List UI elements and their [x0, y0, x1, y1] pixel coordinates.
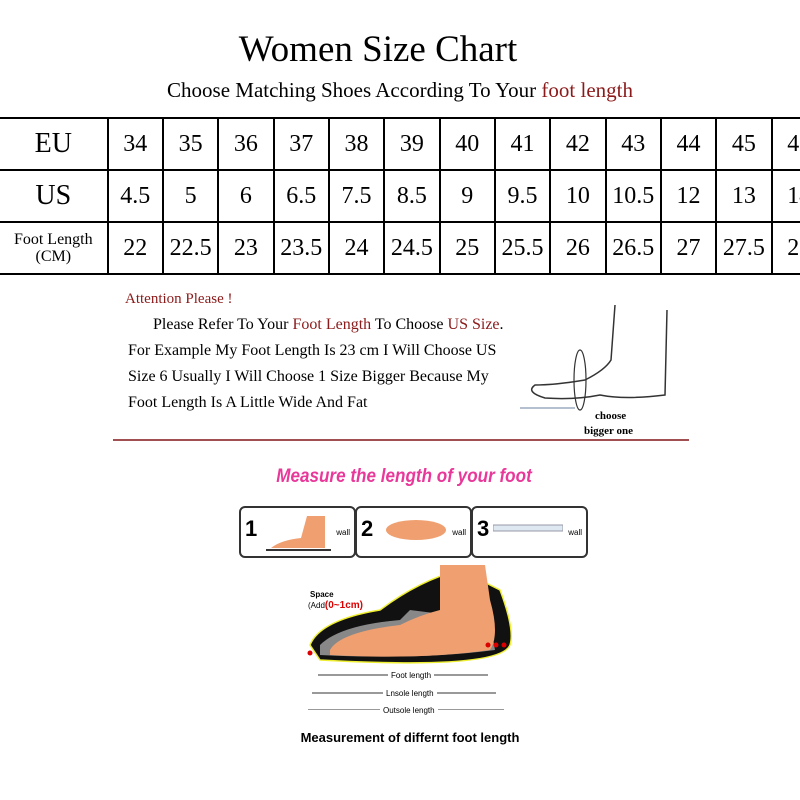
table-cell: 9.5 [493, 169, 552, 223]
table-cell: 28 [770, 221, 800, 275]
table-cell: 46 [770, 117, 800, 171]
foot-sketch-icon [520, 304, 668, 411]
table-cell: 39 [383, 117, 441, 171]
size-table: EU34353637383940414243444546US4.5566.57.… [0, 117, 800, 275]
shoe-foot-diagram [307, 565, 512, 710]
space-label: Space [310, 590, 334, 599]
step-3: 3 wall [471, 506, 588, 558]
insole-length-label: Lnsole length [383, 689, 437, 698]
table-cell: 6 [217, 169, 275, 223]
table-cell: 26.5 [604, 221, 662, 275]
table-cell: 38 [327, 117, 386, 171]
attention-line-4: Foot Length Is A Little Wide And Fat [128, 394, 368, 411]
table-cell: 10 [549, 169, 607, 223]
table-cell: 27.5 [715, 221, 773, 275]
table-cell: 24 [327, 221, 386, 275]
table-cell: 10.5 [604, 169, 662, 223]
table-cell: 7.5 [327, 169, 386, 223]
table-cell: 34 [106, 117, 164, 171]
page-title: Women Size Chart [238, 29, 518, 70]
table-cell: 27 [659, 221, 718, 275]
outsole-length-label: Outsole length [380, 706, 438, 715]
foot-length-label: Foot length [388, 671, 435, 680]
space-add: (Add(0~1cm) [308, 600, 363, 611]
measurement-caption: Measurement of differnt foot length [300, 730, 520, 745]
foot-caption-2: bigger one [584, 425, 633, 437]
step-1: 1 wall [239, 506, 356, 558]
subtitle-highlight: foot length [541, 78, 633, 102]
table-cell: 42 [549, 117, 607, 171]
row-header: EU [0, 117, 109, 171]
table-cell: 23.5 [272, 221, 330, 275]
row-header: Foot Length (CM) [0, 221, 109, 275]
table-cell: 5 [161, 169, 220, 223]
table-cell: 12 [659, 169, 718, 223]
table-cell: 26 [549, 221, 607, 275]
divider [113, 439, 689, 441]
table-cell: 22 [106, 221, 164, 275]
table-cell: 44 [659, 117, 718, 171]
table-cell: 8.5 [383, 169, 441, 223]
table-cell: 4.5 [106, 169, 164, 223]
measure-title: Measure the length of your foot [276, 466, 532, 487]
table-cell: 25.5 [493, 221, 552, 275]
table-cell: 43 [604, 117, 662, 171]
attention-heading: Attention Please ! [125, 291, 233, 307]
table-cell: 22.5 [161, 221, 220, 275]
attention-line-2: For Example My Foot Length Is 23 cm I Wi… [128, 342, 497, 359]
table-cell: 40 [438, 117, 496, 171]
table-cell: 24.5 [383, 221, 441, 275]
table-row: EU34353637383940414243444546 [0, 117, 800, 171]
table-cell: 23 [217, 221, 275, 275]
attention-line-3: Size 6 Usually I Will Choose 1 Size Bigg… [128, 368, 489, 385]
subtitle: Choose Matching Shoes According To Your … [0, 78, 800, 103]
table-cell: 25 [438, 221, 496, 275]
table-cell: 6.5 [272, 169, 330, 223]
table-cell: 13 [715, 169, 773, 223]
table-cell: 45 [715, 117, 773, 171]
attention-line-1: Please Refer To Your Foot Length To Choo… [153, 316, 504, 333]
table-cell: 35 [161, 117, 220, 171]
foot-caption: choose [595, 410, 627, 422]
subtitle-text: Choose Matching Shoes According To Your [167, 78, 542, 102]
table-row: Foot Length (CM) 22 22.5 23 23.5 24 24.5 25 25.5 2… [0, 221, 800, 275]
step-2: 2 wall [355, 506, 472, 558]
table-cell: 9 [438, 169, 496, 223]
table-cell: 36 [217, 117, 275, 171]
table-cell: 14 [770, 169, 800, 223]
row-header: US [0, 169, 109, 223]
table-cell: 37 [272, 117, 330, 171]
table-cell: 41 [493, 117, 552, 171]
